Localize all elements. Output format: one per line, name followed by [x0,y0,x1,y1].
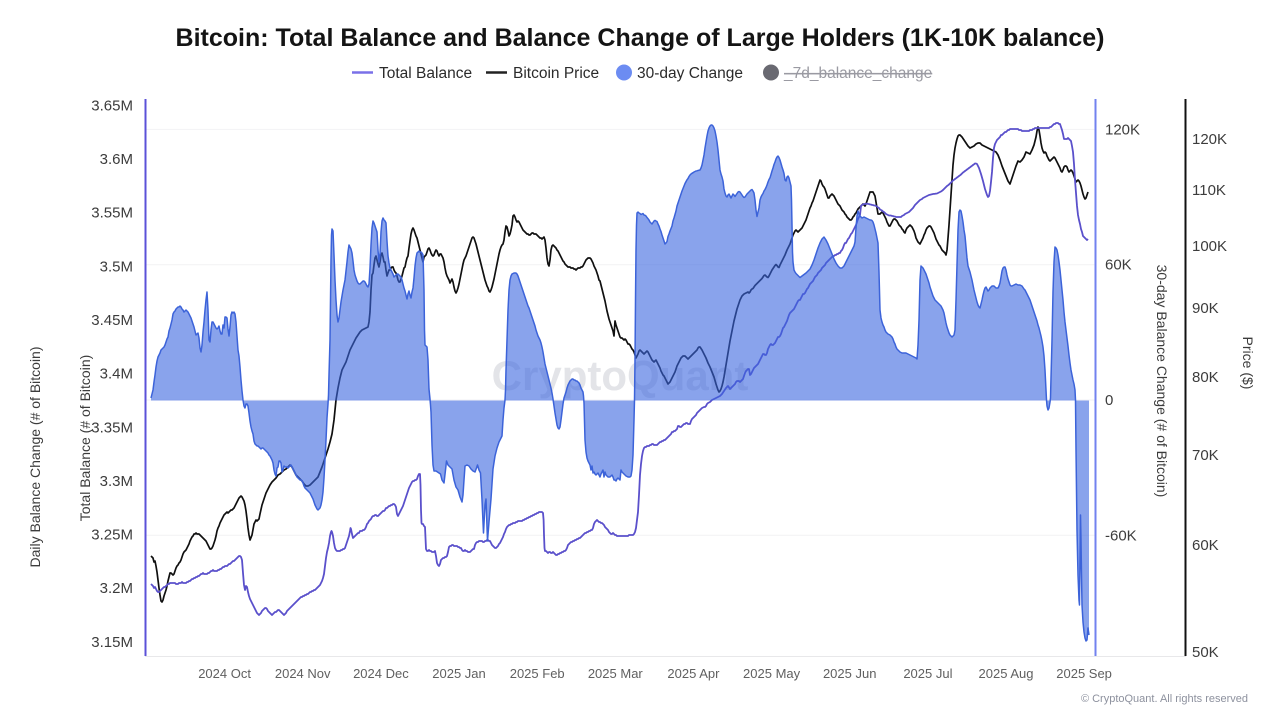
svg-text:2025 Apr: 2025 Apr [667,666,720,681]
svg-text:Price ($): Price ($) [1240,337,1256,390]
svg-text:3.4M: 3.4M [100,366,133,383]
svg-text:3.65M: 3.65M [91,97,133,114]
svg-text:3.2M: 3.2M [100,580,133,597]
svg-text:2024 Nov: 2024 Nov [275,666,331,681]
svg-text:50K: 50K [1192,644,1219,661]
svg-text:2025 Jun: 2025 Jun [823,666,877,681]
svg-text:3.6M: 3.6M [100,151,133,168]
svg-text:2025 Sep: 2025 Sep [1056,666,1112,681]
svg-text:0: 0 [1105,392,1113,409]
svg-text:Total Balance (# of Bitcoin): Total Balance (# of Bitcoin) [77,355,93,522]
svg-text:120K: 120K [1192,131,1227,148]
svg-text:30-day Change: 30-day Change [637,65,743,82]
svg-text:120K: 120K [1105,121,1140,138]
svg-text:Bitcoin: Total Balance and Bal: Bitcoin: Total Balance and Balance Chang… [176,24,1105,52]
svg-text:3.35M: 3.35M [91,419,133,436]
svg-text:30-day Balance Change (# of Bi: 30-day Balance Change (# of Bitcoin) [1154,265,1170,498]
svg-text:3.3M: 3.3M [100,473,133,490]
svg-text:3.5M: 3.5M [100,258,133,275]
svg-text:3.15M: 3.15M [91,634,133,651]
svg-text:2025 Jul: 2025 Jul [903,666,952,681]
svg-text:2024 Dec: 2024 Dec [353,666,409,681]
svg-text:80K: 80K [1192,369,1219,386]
svg-text:2025 Feb: 2025 Feb [510,666,565,681]
svg-text:70K: 70K [1192,447,1219,464]
svg-text:2024 Oct: 2024 Oct [198,666,251,681]
svg-text:100K: 100K [1192,238,1227,255]
svg-text:110K: 110K [1192,182,1226,199]
svg-text:Daily Balance Change (# of Bit: Daily Balance Change (# of Bitcoin) [27,346,43,567]
svg-text:60K: 60K [1105,257,1132,274]
svg-text:3.55M: 3.55M [91,205,133,222]
svg-text:60K: 60K [1192,537,1219,554]
svg-text:Bitcoin Price: Bitcoin Price [513,65,599,82]
svg-text:90K: 90K [1192,300,1219,317]
svg-text:2025 Aug: 2025 Aug [979,666,1034,681]
svg-text:© CryptoQuant. All rights rese: © CryptoQuant. All rights reserved [1081,693,1248,705]
svg-text:_7d_balance_change: _7d_balance_change [783,65,932,82]
svg-text:2025 May: 2025 May [743,666,801,681]
svg-text:3.25M: 3.25M [91,527,133,544]
svg-text:Total Balance: Total Balance [379,65,472,82]
svg-text:2025 Jan: 2025 Jan [432,666,486,681]
svg-text:3.45M: 3.45M [91,312,133,329]
svg-text:-60K: -60K [1105,527,1137,544]
svg-text:2025 Mar: 2025 Mar [588,666,644,681]
